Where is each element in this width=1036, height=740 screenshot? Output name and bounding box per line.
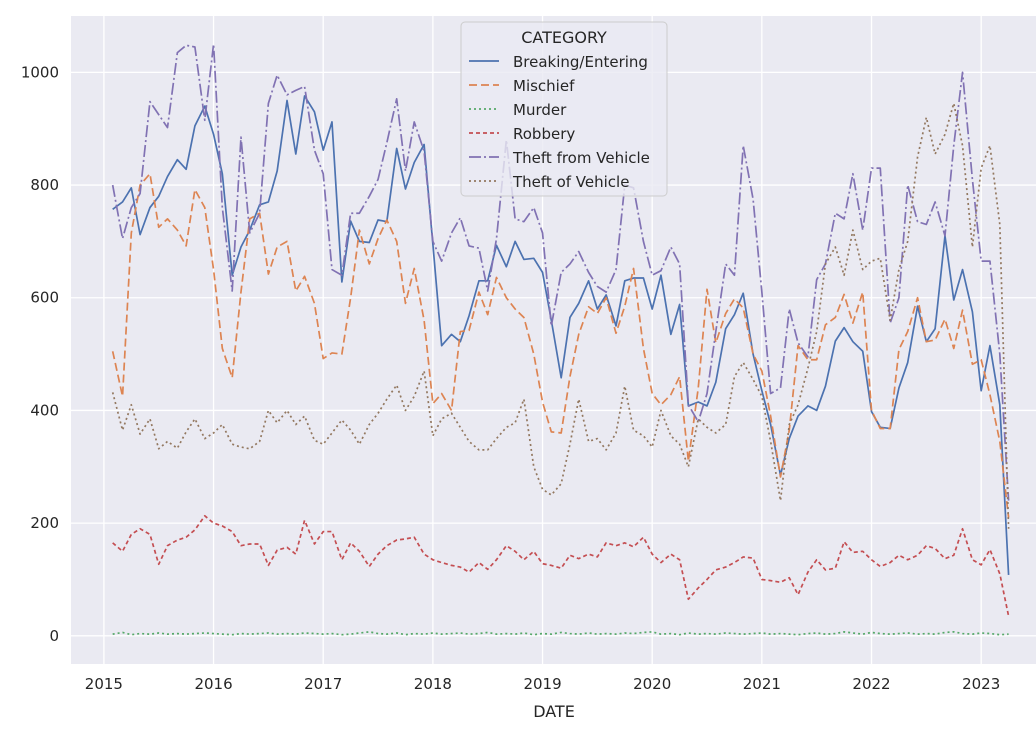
y-axis-ticks: 0 200 400 600 800 1000 xyxy=(21,63,59,644)
series-line-mischief xyxy=(111,172,1010,518)
legend-item: Mischief xyxy=(469,77,575,95)
y-tick-label: 600 xyxy=(30,289,59,307)
x-tick-label: 2019 xyxy=(523,675,561,693)
legend-label: Murder xyxy=(513,101,567,119)
x-tick-label: 2016 xyxy=(194,675,232,693)
x-tick-label: 2018 xyxy=(414,675,452,693)
legend-label: Breaking/Entering xyxy=(513,53,648,71)
series-line-breaking-entering xyxy=(112,95,1010,576)
x-tick-label: 2022 xyxy=(852,675,890,693)
y-tick-label: 400 xyxy=(30,401,59,419)
legend-label: Robbery xyxy=(513,125,575,143)
x-tick-label: 2017 xyxy=(304,675,342,693)
x-tick-label: 2021 xyxy=(743,675,781,693)
legend-box xyxy=(460,21,668,197)
series-line-theft-of-vehicle xyxy=(111,102,1010,529)
series-line-theft-from-vehicle xyxy=(111,43,1010,501)
x-tick-label: 2023 xyxy=(962,675,1000,693)
x-axis-title: DATE xyxy=(533,702,575,721)
y-tick-label: 1000 xyxy=(21,63,59,81)
legend: CATEGORY Breaking/Entering Mischief Murder… xyxy=(460,21,668,197)
series-lines xyxy=(111,43,1010,636)
series-line-murder xyxy=(112,631,1009,636)
legend-label: Theft of Vehicle xyxy=(512,173,629,191)
legend-item: Breaking/Entering xyxy=(469,53,648,71)
legend-item: Theft of Vehicle xyxy=(469,173,629,191)
legend-item: Robbery xyxy=(469,125,575,143)
legend-items: Breaking/Entering Mischief Murder Robbery Th… xyxy=(469,53,650,191)
y-tick-label: 200 xyxy=(30,514,59,532)
x-tick-label: 2020 xyxy=(633,675,671,693)
y-tick-label: 0 xyxy=(49,627,59,645)
y-tick-label: 800 xyxy=(30,176,59,194)
legend-title: CATEGORY xyxy=(521,28,607,47)
legend-label: Theft from Vehicle xyxy=(512,149,650,167)
x-axis-ticks: 2015 2016 2017 2018 2019 2020 2021 2022 2023 xyxy=(85,675,1000,693)
x-tick-label: 2015 xyxy=(85,675,123,693)
legend-item: Murder xyxy=(469,101,567,119)
legend-label: Mischief xyxy=(513,77,575,95)
legend-item: Theft from Vehicle xyxy=(469,149,650,167)
